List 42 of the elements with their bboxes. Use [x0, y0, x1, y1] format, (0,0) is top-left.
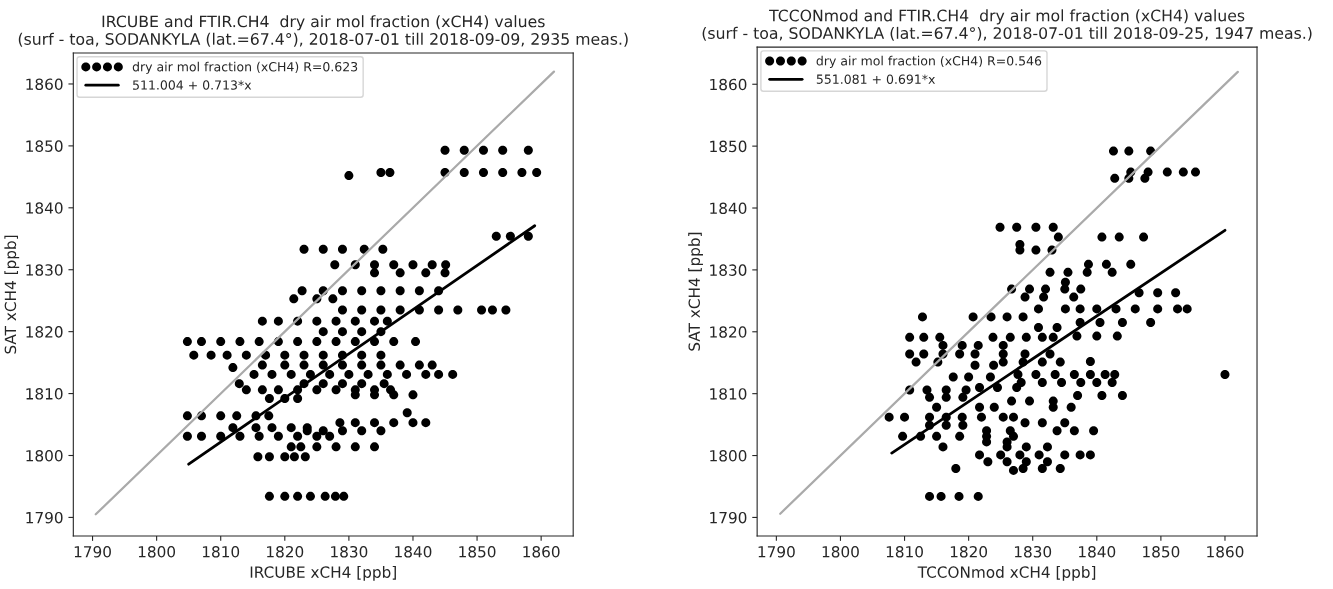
y-tick-label: 1810 — [710, 388, 747, 400]
y-tick-label: 1790 — [26, 511, 63, 524]
y-tick-label: 1800 — [26, 449, 63, 462]
y-tick-label: 1830 — [710, 264, 747, 276]
x-tick-label: 1850 — [1143, 545, 1180, 558]
legend-label: dry air mol fraction (xCH4) R=0.623 — [132, 61, 358, 74]
x-tick-label: 1840 — [395, 545, 432, 558]
x-tick-label: 1830 — [1014, 545, 1052, 558]
y-tick-label: 1840 — [26, 202, 63, 214]
y-tick-label: 1860 — [26, 78, 63, 90]
x-tick-label: 1810 — [886, 545, 923, 558]
y-tick-label: 1850 — [710, 140, 747, 153]
x-tick-label: 1820 — [950, 545, 988, 558]
y-tick-label: 1850 — [26, 140, 63, 152]
x-tick-label: 1790 — [74, 545, 111, 558]
chart-title: IRCUBE and FTIR.CH4 dry air mol fraction (xCH4) values (surf - toa, SODANKYLA (lat.=67.4°), 2018-07-01 till 2018-09-09, 2935 meas.) — [18, 15, 628, 47]
x-tick-label: 1850 — [459, 545, 496, 558]
x-axis-title: IRCUBE xCH4 [ppb] — [250, 566, 396, 581]
y-tick-label: 1810 — [26, 388, 63, 400]
y-axis-title: SAT xCH4 [ppb] — [688, 232, 703, 351]
y-tick-label: 1820 — [710, 326, 747, 338]
y-tick-label: 1790 — [710, 511, 747, 524]
x-tick-label: 1790 — [758, 545, 795, 558]
x-tick-label: 1800 — [138, 545, 176, 558]
x-tick-label: 1800 — [822, 545, 859, 558]
x-tick-label: 1810 — [202, 545, 240, 558]
x-tick-label: 1820 — [267, 545, 304, 558]
legend-label: 511.004 + 0.713*x — [133, 80, 252, 90]
y-tick-label: 1800 — [710, 450, 747, 462]
x-tick-label: 1840 — [1079, 545, 1116, 558]
chart-title: TCCONmod and FTIR.CH4 dry air mol fraction (xCH4) values (surf - toa, SODANKYLA (lat.=67.4°), 2018-07-01 till 2018-09-25, 1947 meas.) — [702, 9, 1312, 41]
y-tick-label: 1840 — [710, 202, 747, 215]
x-tick-label: 1860 — [1207, 545, 1244, 558]
y-tick-label: 1860 — [710, 78, 747, 91]
x-axis-title: TCCONmod xCH4 [ppb] — [917, 566, 1096, 581]
legend-label: 551.081 + 0.691*x — [816, 74, 936, 84]
x-tick-label: 1830 — [331, 545, 368, 558]
y-axis-title: SAT xCH4 [ppb] — [4, 235, 20, 354]
y-tick-label: 1820 — [26, 326, 63, 338]
y-tick-label: 1830 — [26, 264, 63, 276]
legend-label: dry air mol fraction (xCH4) R=0.546 — [816, 55, 1042, 68]
x-tick-label: 1860 — [523, 545, 560, 558]
